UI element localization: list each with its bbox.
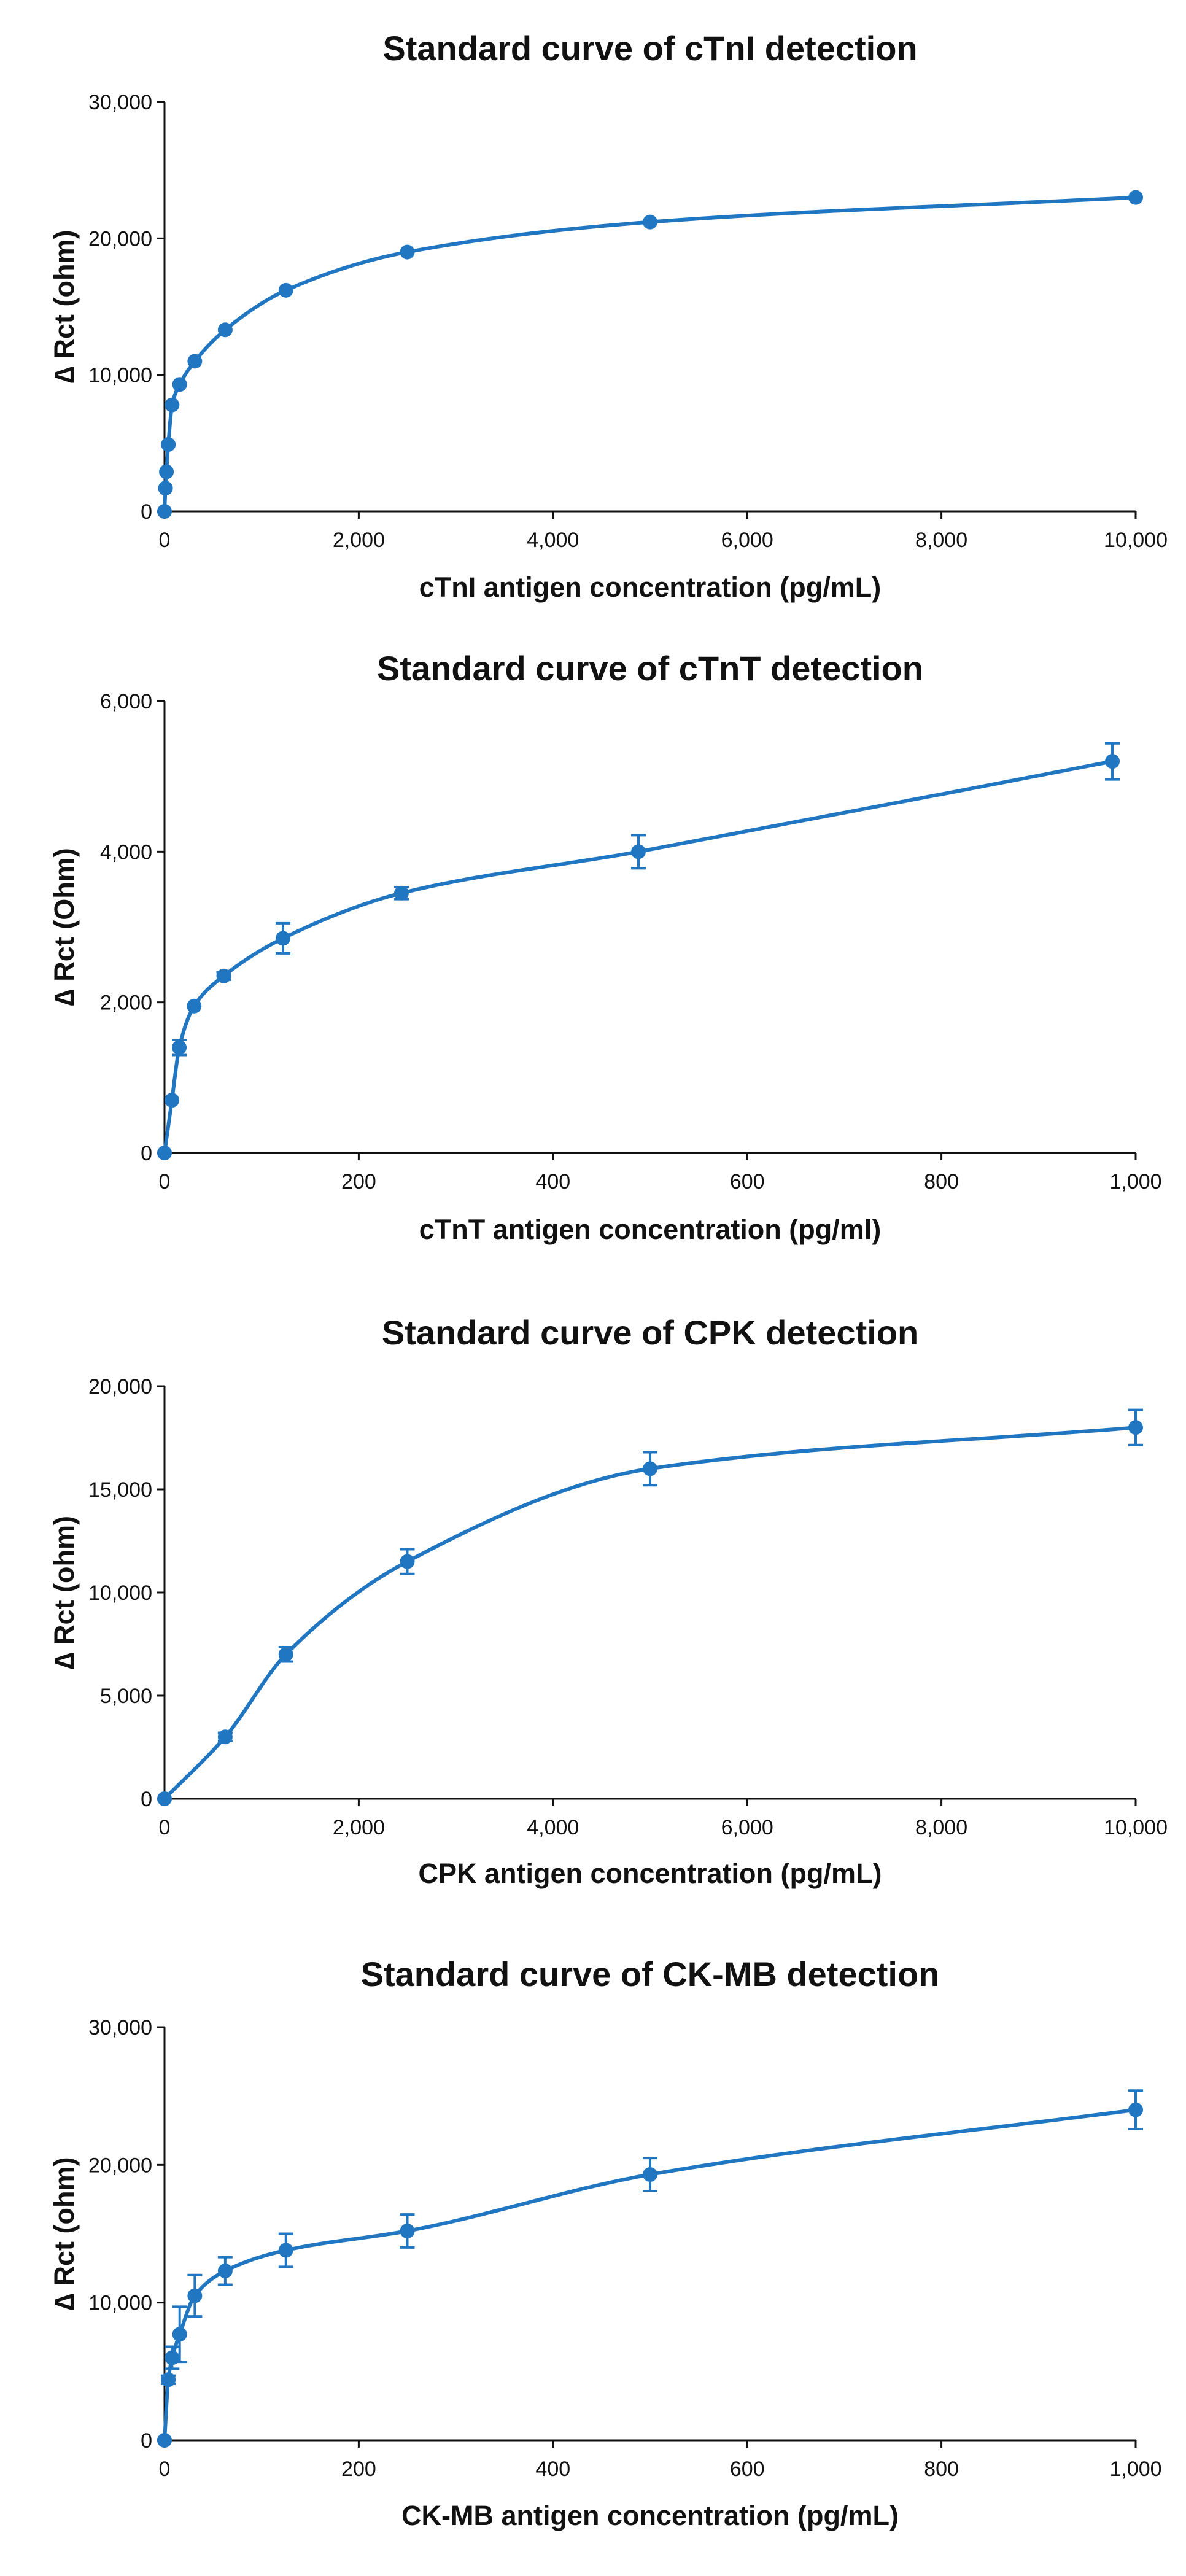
x-tick-label: 10,000 — [1104, 1816, 1168, 1839]
y-tick-label: 20,000 — [88, 1375, 152, 1399]
y-tick-label: 20,000 — [88, 227, 152, 250]
data-point — [172, 377, 187, 392]
data-point — [165, 1093, 180, 1108]
y-tick-label: 15,000 — [88, 1478, 152, 1502]
chart-panel-3: Standard curve of CPK detection 0 5,000 10,… — [48, 1313, 1168, 1889]
data-point — [158, 481, 173, 496]
y-axis-label: ∆ Rct (Ohm) — [48, 848, 80, 1006]
data-point — [172, 1040, 187, 1055]
x-tick-label: 2,000 — [333, 529, 385, 552]
y-axis-label: ∆ Rct (ohm) — [48, 2157, 80, 2310]
data-point — [400, 1554, 415, 1569]
x-axis-label: CPK antigen concentration (pg/mL) — [418, 1858, 882, 1889]
data-point — [643, 214, 657, 230]
data-point — [217, 322, 233, 338]
data-point — [1128, 1420, 1143, 1435]
x-tick-label: 6,000 — [721, 1816, 773, 1839]
chart-title: Standard curve of CPK detection — [382, 1313, 918, 1352]
x-tick-label: 800 — [924, 1170, 959, 1193]
y-tick-label: 20,000 — [88, 2154, 152, 2177]
data-point — [278, 282, 293, 298]
data-point — [172, 2327, 187, 2342]
chart-title: Standard curve of cTnT detection — [377, 649, 923, 688]
x-tick-label: 0 — [159, 2458, 171, 2481]
data-point — [394, 885, 409, 901]
chart-panel-1: Standard curve of cTnI detection 0 10,000 2… — [48, 29, 1168, 603]
y-tick-label: 2,000 — [100, 991, 152, 1015]
data-point — [400, 244, 415, 260]
x-tick-label: 0 — [159, 1170, 171, 1193]
data-point — [278, 1647, 293, 1662]
y-tick-label: 30,000 — [88, 91, 152, 114]
x-tick-label: 8,000 — [915, 529, 967, 552]
data-point — [157, 504, 172, 519]
x-tick-label: 0 — [159, 529, 171, 552]
x-tick-label: 4,000 — [527, 1816, 579, 1839]
fit-curve — [163, 1426, 1138, 1801]
x-tick-label: 8,000 — [915, 1816, 967, 1839]
data-point — [1128, 2102, 1143, 2117]
data-point — [157, 1791, 172, 1806]
y-tick-label: 10,000 — [88, 364, 152, 387]
data-point — [157, 2433, 172, 2448]
data-point — [187, 354, 203, 369]
y-axis-label: ∆ Rct (ohm) — [48, 230, 80, 383]
x-axis-label: CK-MB antigen concentration (pg/mL) — [401, 2500, 899, 2531]
fit-curve — [163, 759, 1115, 1155]
x-axis-label: cTnT antigen concentration (pg/ml) — [419, 1214, 882, 1245]
x-tick-label: 200 — [341, 2458, 376, 2481]
x-tick-label: 600 — [730, 2458, 765, 2481]
y-axis-label: ∆ Rct (ohm) — [48, 1516, 80, 1669]
data-point — [159, 464, 174, 479]
chart-panel-4: Standard curve of CK-MB detection 0 10,000… — [48, 1955, 1162, 2531]
y-tick-label: 0 — [141, 1142, 152, 1165]
x-axis-label: cTnI antigen concentration (pg/mL) — [419, 572, 882, 603]
fit-curve — [163, 195, 1138, 513]
data-point — [157, 1146, 172, 1160]
x-tick-label: 2,000 — [333, 1816, 385, 1839]
data-point — [400, 2224, 415, 2239]
y-tick-label: 10,000 — [88, 1581, 152, 1605]
data-point — [161, 2372, 176, 2388]
x-tick-label: 4,000 — [527, 529, 579, 552]
data-point — [217, 2264, 233, 2279]
y-tick-label: 6,000 — [100, 690, 152, 713]
y-tick-label: 0 — [141, 1788, 152, 1811]
data-point — [217, 1729, 233, 1745]
data-point — [187, 2288, 203, 2303]
x-tick-label: 400 — [535, 1170, 570, 1193]
x-tick-label: 400 — [535, 2458, 570, 2481]
data-point — [276, 931, 291, 946]
x-tick-label: 800 — [924, 2458, 959, 2481]
chart-title: Standard curve of CK-MB detection — [361, 1955, 940, 1993]
x-tick-label: 1,000 — [1109, 1170, 1161, 1193]
x-tick-label: 600 — [730, 1170, 765, 1193]
chart-title: Standard curve of cTnI detection — [382, 29, 917, 68]
y-tick-label: 4,000 — [100, 840, 152, 864]
x-tick-label: 6,000 — [721, 529, 773, 552]
y-tick-label: 30,000 — [88, 2016, 152, 2039]
data-point — [165, 397, 180, 413]
data-point — [278, 2243, 293, 2258]
data-point — [1128, 190, 1143, 205]
data-point — [161, 437, 176, 452]
chart-panel-2: Standard curve of cTnT detection 0 2,000 4,… — [48, 649, 1162, 1245]
x-tick-label: 0 — [159, 1816, 171, 1839]
data-point — [643, 2167, 657, 2182]
x-tick-label: 10,000 — [1104, 529, 1168, 552]
y-tick-label: 5,000 — [100, 1685, 152, 1708]
data-point — [631, 844, 646, 859]
data-point — [187, 998, 202, 1014]
data-point — [643, 1461, 657, 1476]
x-tick-label: 200 — [341, 1170, 376, 1193]
y-tick-label: 10,000 — [88, 2292, 152, 2315]
x-tick-label: 1,000 — [1109, 2458, 1161, 2481]
y-tick-label: 0 — [141, 2429, 152, 2453]
data-point — [216, 968, 231, 983]
y-tick-label: 0 — [141, 500, 152, 524]
data-point — [1105, 754, 1120, 769]
